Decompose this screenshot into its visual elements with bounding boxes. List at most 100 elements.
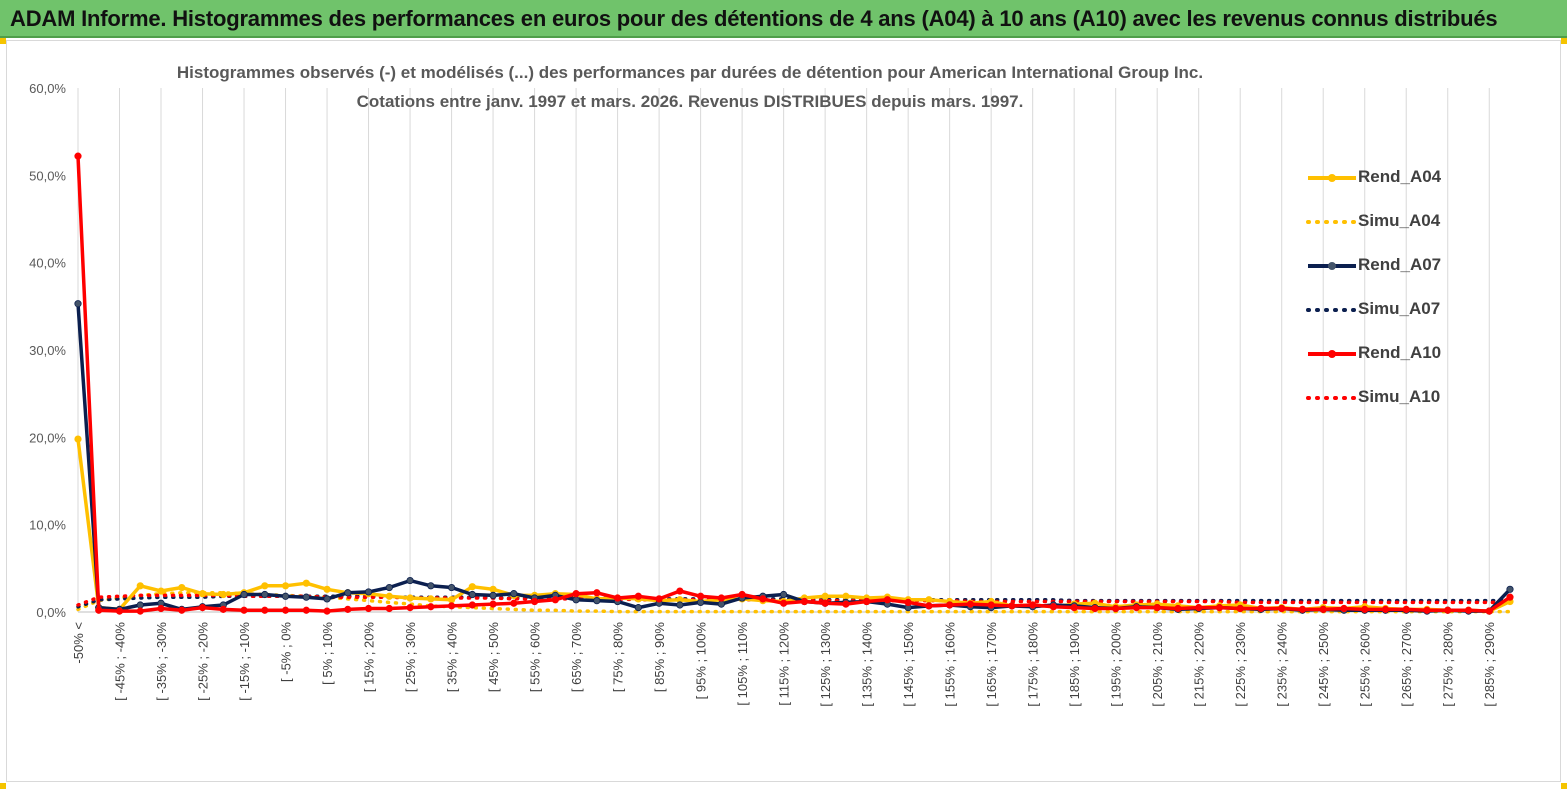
series-point-Rend_A04	[198, 590, 207, 598]
series-point-Rend_A10	[489, 600, 497, 608]
series-point-Rend_A10	[883, 596, 891, 604]
series-point-Rend_A04	[74, 435, 82, 443]
x-tick-label: [ 105% ; 110%	[735, 622, 750, 706]
series-point-Rend_A10	[157, 604, 165, 613]
series-point-Rend_A10	[281, 606, 290, 614]
series-point-Rend_A10	[302, 606, 310, 614]
frame-corner-top-right	[1561, 38, 1567, 44]
series-point-Rend_A07	[593, 597, 601, 605]
series-point-Rend_A10	[1319, 605, 1327, 613]
x-tick-label: [ -35% ; -30%	[154, 622, 169, 701]
x-tick-label: [ 185% ; 190%	[1067, 622, 1082, 707]
series-point-Rend_A10	[1298, 605, 1307, 613]
y-tick-label: 60,0%	[29, 81, 66, 96]
series-point-Rend_A10	[1278, 604, 1286, 613]
x-tick-label: [ 195% ; 200%	[1109, 622, 1124, 707]
y-tick-label: 50,0%	[29, 168, 66, 183]
x-tick-label: [ 95% ; 100%	[694, 622, 709, 700]
legend-swatch	[1306, 220, 1358, 224]
x-tick-label: [ 205% ; 210%	[1150, 622, 1165, 707]
chart-subtitle: Cotations entre janv. 1997 et mars. 2026…	[356, 92, 1024, 111]
series-point-Rend_A07	[136, 601, 144, 609]
legend-item-Simu_A10: Simu_A10	[1306, 386, 1486, 410]
x-tick-label: [ -15% ; -10%	[237, 622, 252, 701]
series-point-Rend_A10	[178, 606, 186, 614]
series-point-Rend_A10	[447, 602, 456, 610]
series-point-Rend_A10	[634, 592, 642, 600]
series-point-Rend_A10	[1361, 605, 1369, 613]
series-point-Rend_A10	[427, 603, 435, 611]
series-point-Rend_A10	[136, 607, 144, 615]
series-point-Rend_A10	[510, 599, 518, 607]
x-tick-label: [ 235% ; 240%	[1275, 622, 1290, 707]
x-tick-label: [ 155% ; 160%	[943, 622, 958, 707]
legend-item-Simu_A07: Simu_A07	[1306, 298, 1486, 322]
series-point-Rend_A10	[1464, 606, 1473, 614]
series-point-Rend_A04	[323, 585, 331, 593]
x-tick-label: [ 145% ; 150%	[901, 622, 916, 707]
legend-swatch	[1308, 174, 1356, 182]
series-point-Rend_A10	[1485, 607, 1493, 615]
legend-item-Rend_A10: Rend_A10	[1306, 342, 1486, 366]
x-tick-label: [ 25% ; 30%	[403, 622, 418, 693]
series-point-Rend_A10	[821, 599, 829, 607]
series-point-Rend_A10	[1174, 604, 1182, 613]
x-tick-label: [ 275% ; 280%	[1441, 622, 1456, 707]
legend-label: Rend_A04	[1358, 167, 1442, 186]
x-tick-label: [ 265% ; 270%	[1399, 622, 1414, 707]
x-tick-label: [ 225% ; 230%	[1233, 622, 1248, 707]
series-point-Rend_A04	[406, 594, 414, 602]
x-tick-label: [ -5% ; 0%	[279, 622, 294, 682]
legend-label: Simu_A07	[1358, 299, 1441, 318]
series-point-Rend_A10	[385, 604, 393, 613]
x-tick-label: [ 215% ; 220%	[1192, 622, 1207, 707]
series-point-Rend_A10	[406, 604, 414, 612]
series-point-Rend_A07	[697, 598, 705, 606]
series-point-Rend_A10	[1236, 604, 1244, 613]
series-point-Rend_A10	[551, 596, 559, 604]
series-point-Rend_A07	[364, 588, 373, 596]
series-point-Rend_A04	[427, 595, 435, 603]
chart-title: Histogrammes observés (-) et modélisés (…	[176, 63, 1204, 82]
series-point-Rend_A07	[240, 590, 248, 599]
y-tick-label: 0,0%	[36, 605, 66, 620]
series-point-Rend_A07	[281, 592, 290, 600]
x-tick-label: [ 175% ; 180%	[1026, 622, 1041, 707]
series-point-Rend_A10	[863, 597, 871, 606]
series-point-Rend_A10	[344, 605, 352, 613]
series-point-Rend_A10	[780, 599, 788, 607]
series-point-Rend_A10	[530, 597, 539, 606]
series-point-Rend_A10	[261, 606, 269, 614]
series-point-Rend_A10	[1008, 602, 1016, 610]
series-point-Rend_A10	[95, 606, 103, 614]
legend-item-Rend_A07: Rend_A07	[1306, 254, 1486, 278]
series-point-Rend_A07	[385, 583, 393, 592]
series-point-Rend_A04	[178, 583, 186, 592]
series-point-Rend_A10	[1506, 593, 1514, 601]
series-point-Rend_A10	[364, 604, 373, 613]
series-point-Rend_A10	[738, 590, 746, 599]
series-point-Rend_A10	[946, 601, 954, 609]
series-point-Rend_A10	[697, 592, 705, 600]
legend-item-Simu_A04: Simu_A04	[1306, 210, 1486, 234]
legend-item-Rend_A04: Rend_A04	[1306, 166, 1486, 190]
y-tick-label: 40,0%	[29, 256, 66, 271]
series-point-Rend_A10	[1070, 604, 1078, 612]
series-point-Rend_A10	[1257, 604, 1265, 613]
series-point-Rend_A04	[302, 579, 310, 587]
x-tick-label: [ 75% ; 80%	[611, 622, 626, 693]
series-point-Rend_A10	[966, 600, 975, 608]
series-point-Rend_A07	[323, 595, 331, 603]
series-point-Rend_A04	[219, 590, 227, 599]
series-point-Rend_A10	[198, 604, 207, 612]
y-tick-label: 10,0%	[29, 518, 66, 533]
series-point-Rend_A10	[1444, 606, 1452, 614]
x-tick-label: [ 125% ; 130%	[818, 622, 833, 707]
series-point-Rend_A10	[572, 590, 580, 598]
series-point-Rend_A10	[240, 606, 248, 614]
series-point-Rend_A10	[1049, 603, 1058, 611]
series-point-Rend_A10	[1153, 604, 1161, 612]
x-tick-label: [ 285% ; 290%	[1482, 622, 1497, 707]
series-point-Rend_A04	[821, 592, 829, 600]
